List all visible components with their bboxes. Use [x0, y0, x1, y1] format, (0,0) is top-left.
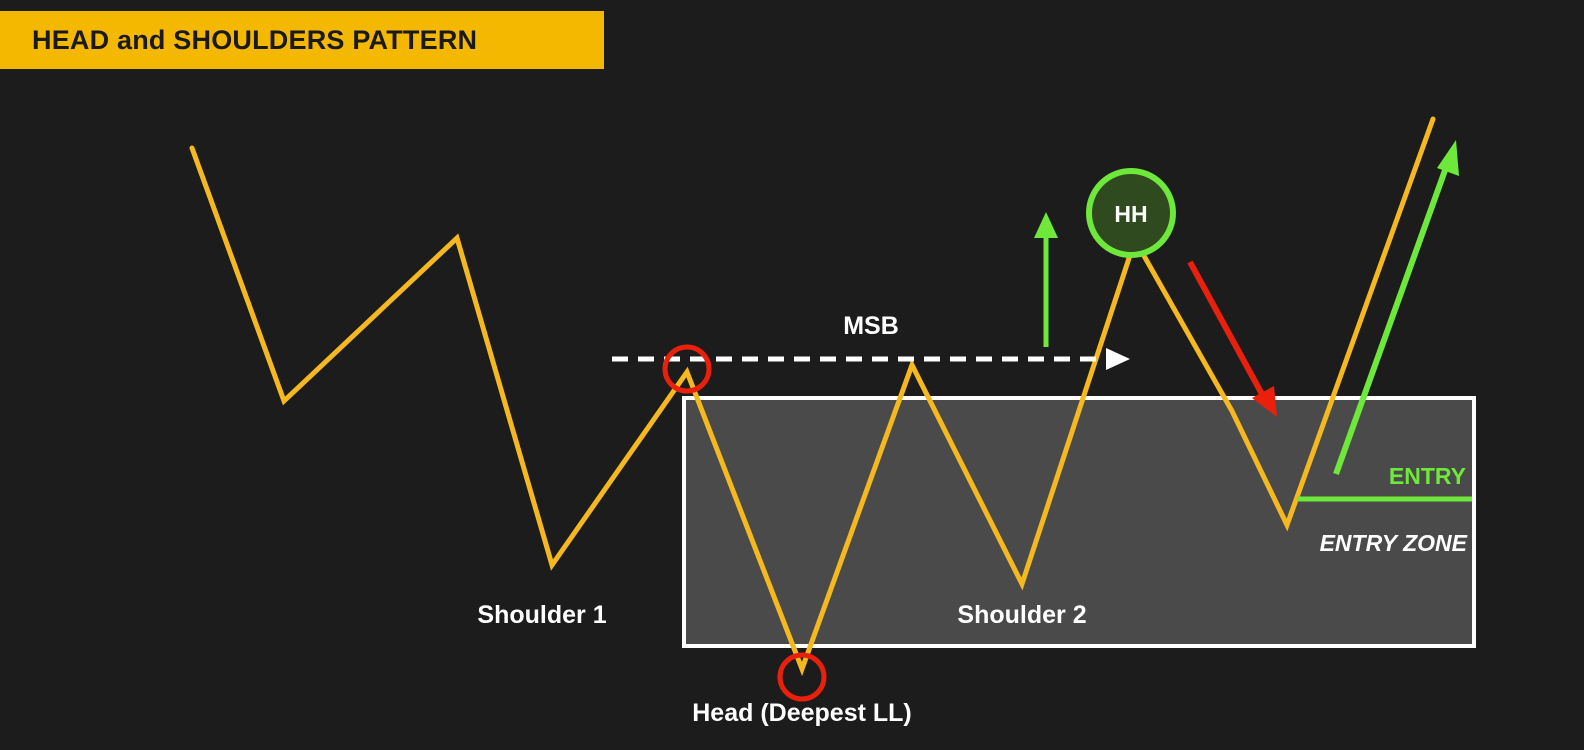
hh-marker [1086, 168, 1176, 258]
entry-zone-box [682, 396, 1476, 648]
bearish-arrow-head [1252, 386, 1277, 417]
msb-label: MSB [843, 312, 899, 340]
shoulder-2-label: Shoulder 2 [957, 601, 1086, 629]
price-path [189, 116, 1436, 677]
title-banner: HEAD and SHOULDERS PATTERN [0, 11, 604, 69]
bullish-arrow-large-shaft [1333, 160, 1451, 476]
shoulder-1-label: Shoulder 1 [477, 601, 606, 629]
head-label: Head (Deepest LL) [692, 699, 911, 727]
entry-zone-label: ENTRY ZONE [1320, 530, 1468, 556]
entry-label: ENTRY [1389, 463, 1466, 489]
bearish-arrow-shaft [1187, 260, 1266, 398]
bullish-arrow-large-head [1437, 140, 1459, 176]
bullish-arrow-small-head [1034, 212, 1058, 238]
hh-label: HH [1114, 201, 1147, 227]
msb-break-marker [662, 344, 712, 394]
msb-arrowhead [1106, 348, 1130, 370]
head-marker [777, 652, 827, 702]
page-title: HEAD and SHOULDERS PATTERN [32, 24, 478, 55]
